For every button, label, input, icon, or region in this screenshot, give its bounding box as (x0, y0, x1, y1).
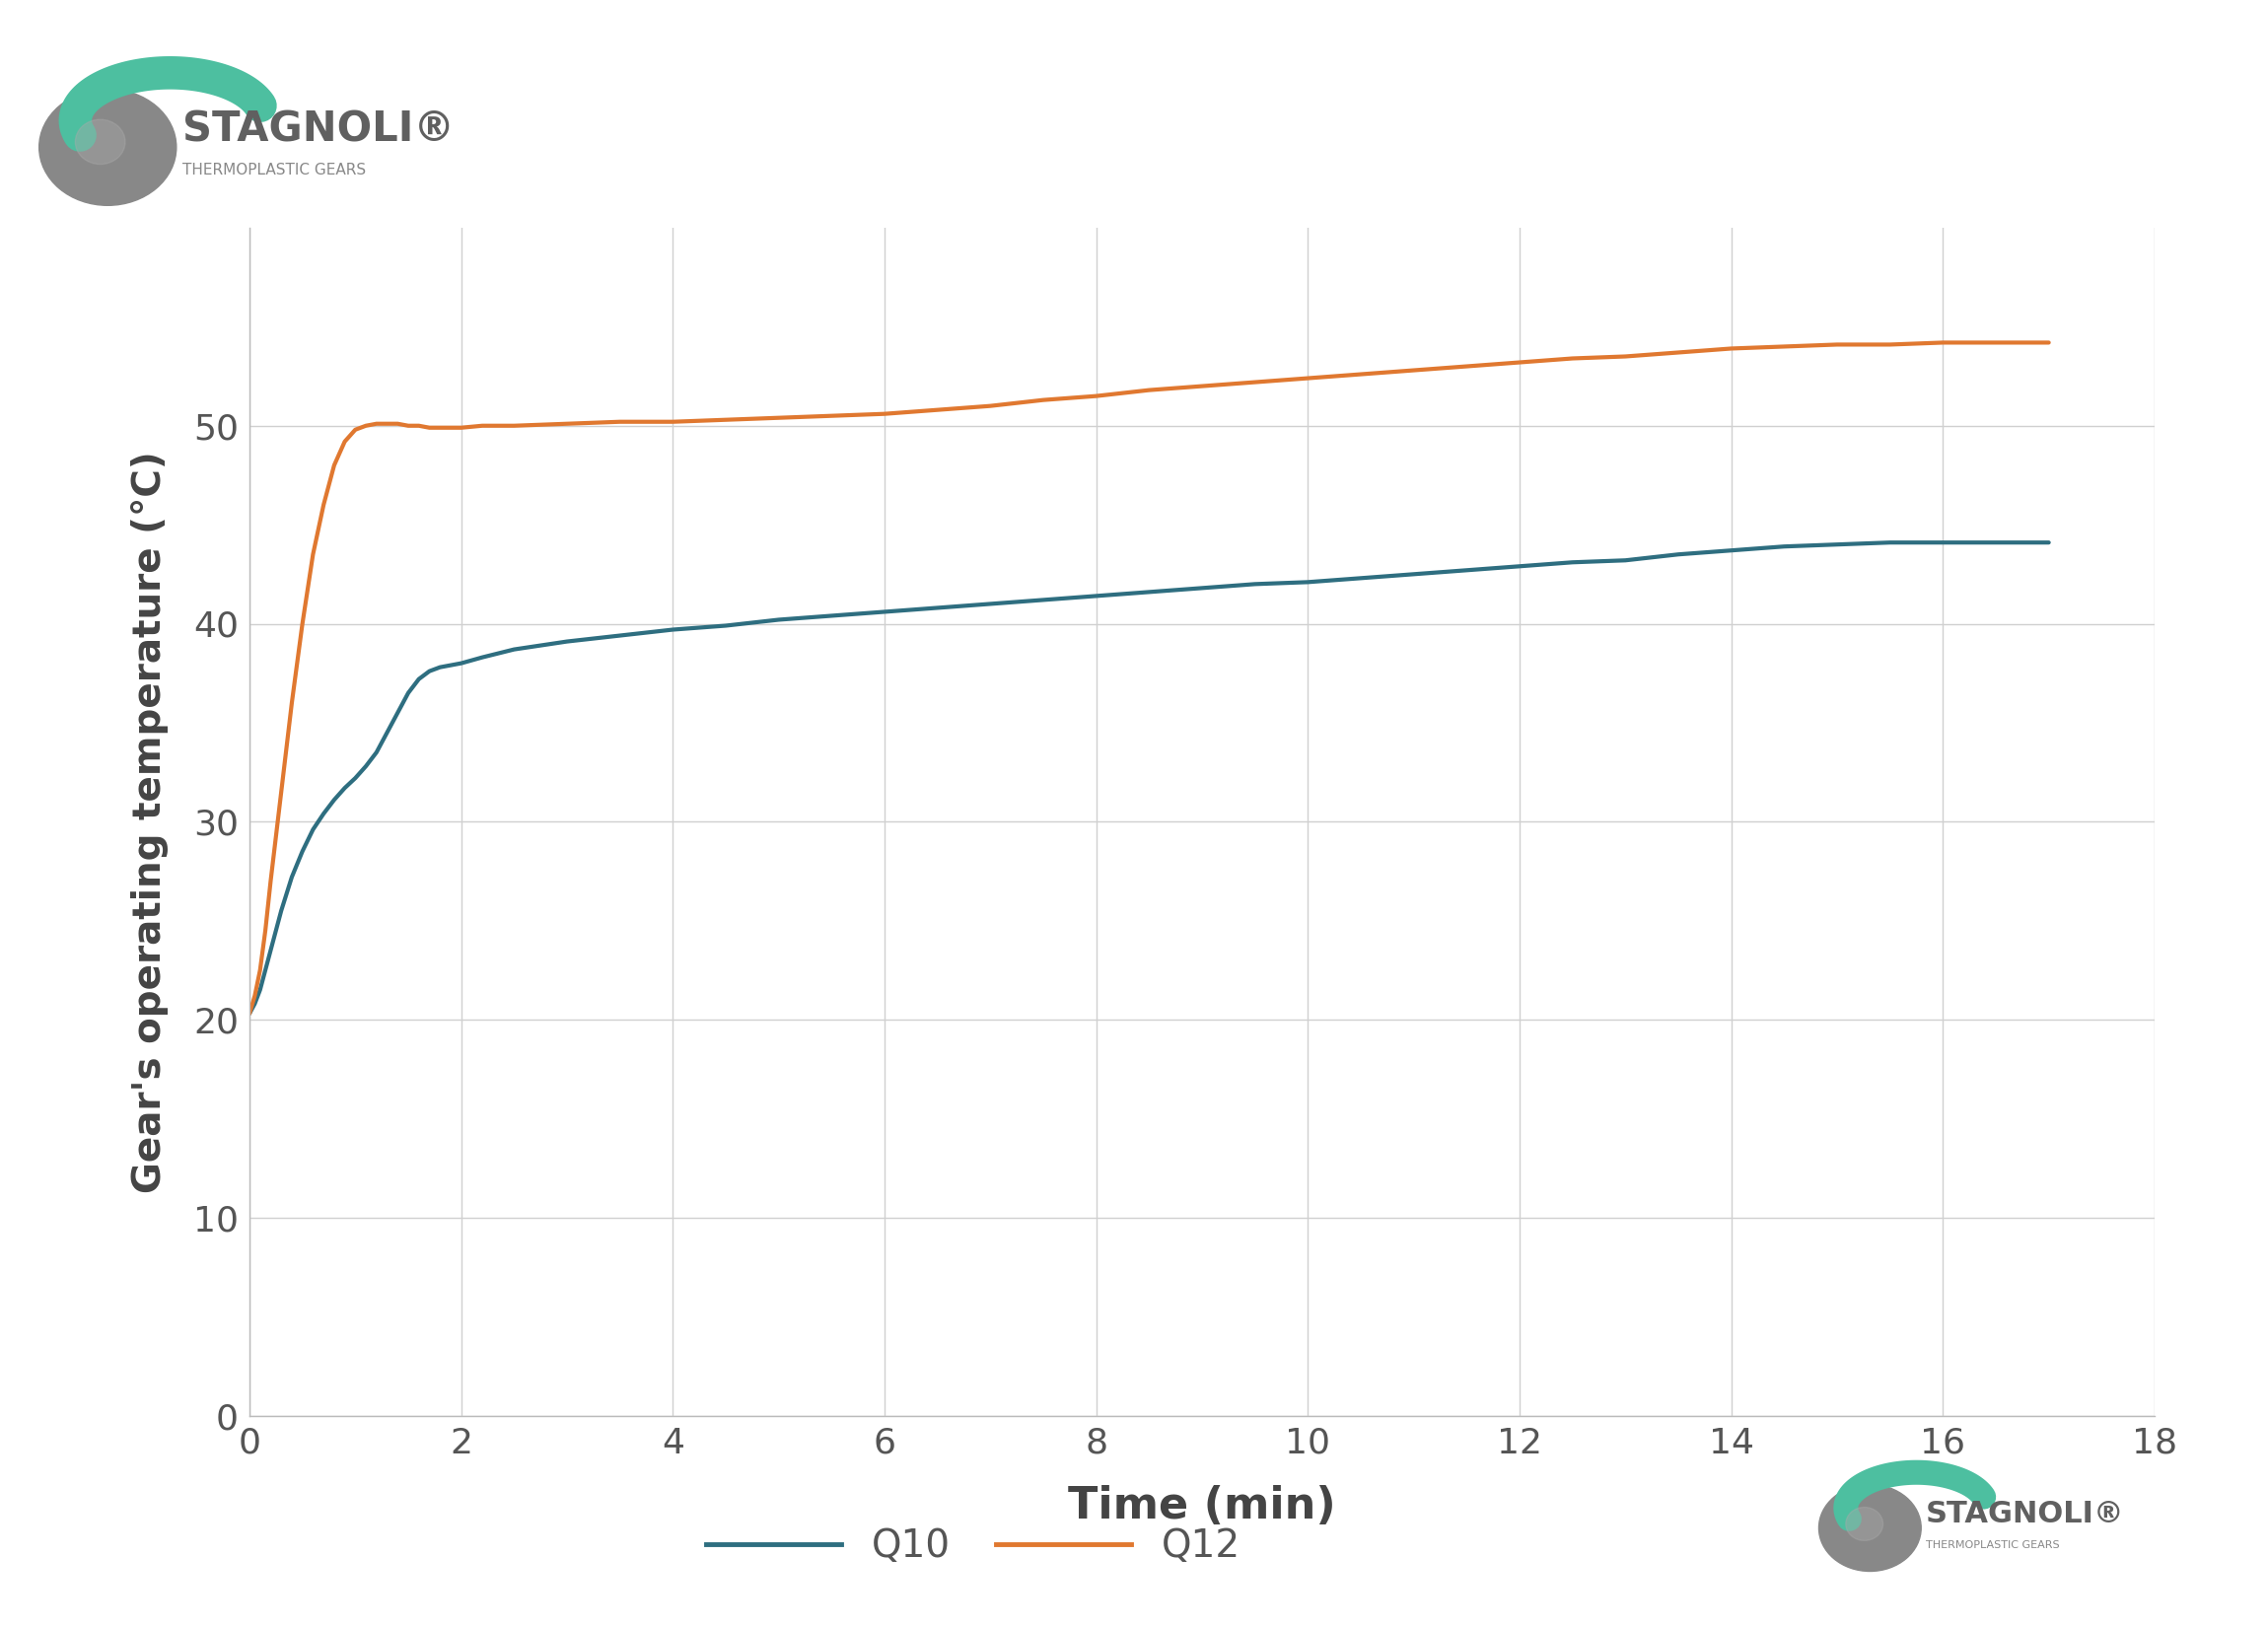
Q12 (236, 1004, 263, 1023)
Q10 (426, 657, 454, 677)
Y-axis label: Gear's operating temperature (°C): Gear's operating temperature (°C) (132, 451, 168, 1193)
X-axis label: Time (min): Time (min) (1068, 1484, 1336, 1528)
Q12 (764, 408, 792, 428)
Line: Q12: Q12 (249, 343, 2048, 1014)
Q10 (923, 599, 950, 618)
Q12 (311, 495, 338, 514)
Q12 (2034, 334, 2062, 353)
Text: THERMOPLASTIC GEARS: THERMOPLASTIC GEARS (1926, 1541, 2059, 1551)
Q10 (2034, 532, 2062, 552)
Q12 (426, 418, 454, 438)
Line: Q10: Q10 (249, 542, 2048, 1014)
Q10 (871, 602, 898, 622)
Q12 (1930, 334, 1957, 353)
Q10 (236, 1004, 263, 1023)
Q10 (311, 804, 338, 823)
Text: STAGNOLI®: STAGNOLI® (1926, 1500, 2125, 1529)
Q10 (1136, 582, 1163, 602)
Legend: Q10, Q12: Q10, Q12 (692, 1511, 1256, 1580)
Q12 (923, 400, 950, 420)
Text: THERMOPLASTIC GEARS: THERMOPLASTIC GEARS (181, 163, 365, 177)
Q10 (764, 610, 792, 630)
Q10 (1876, 532, 1903, 552)
Text: STAGNOLI®: STAGNOLI® (181, 109, 454, 150)
Q12 (1136, 381, 1163, 400)
Q12 (871, 403, 898, 423)
